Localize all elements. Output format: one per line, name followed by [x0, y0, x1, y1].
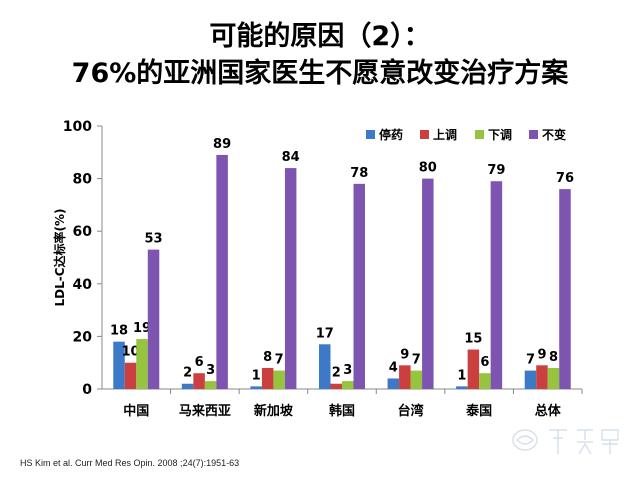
data-label: 1 [457, 368, 466, 383]
x-tick-label: 新加坡 [254, 403, 294, 419]
legend-swatch [475, 130, 484, 139]
y-axis-label: LDL-C达标率(%) [52, 208, 67, 306]
bar [524, 370, 537, 389]
data-label: 8 [549, 350, 558, 365]
data-label: 89 [213, 137, 231, 152]
data-label: 3 [206, 363, 215, 378]
data-label: 15 [464, 332, 482, 347]
x-tick-label: 台湾 [398, 403, 424, 419]
x-tick-label: 泰国 [465, 403, 492, 419]
bar [536, 365, 548, 389]
bar [399, 365, 411, 389]
data-label: 7 [526, 353, 535, 368]
y-tick-label: 0 [82, 382, 92, 398]
bar [342, 381, 354, 389]
y-tick-label: 40 [73, 277, 93, 293]
data-label: 84 [282, 150, 300, 165]
y-tick-label: 60 [73, 224, 93, 240]
bar [479, 373, 491, 389]
bar [547, 367, 560, 389]
x-tick-label: 韩国 [329, 403, 355, 419]
x-tick-label: 马来西亚 [179, 403, 231, 419]
x-tick-label: 中国 [123, 403, 149, 419]
source-citation: HS Kim et al. Curr Med Res Opin. 2008 ;2… [20, 458, 240, 468]
data-label: 78 [350, 166, 368, 181]
bar [422, 178, 434, 389]
legend-label: 停药 [379, 127, 403, 142]
bar [113, 341, 125, 389]
bar [456, 386, 468, 389]
legend-swatch [420, 130, 429, 139]
bar [410, 370, 423, 389]
bar [147, 249, 160, 389]
bar [250, 386, 262, 389]
bar [490, 181, 503, 389]
data-label: 79 [487, 163, 505, 178]
bar [319, 344, 331, 389]
title-line-2: 76%的亚洲国家医生不愿意改变治疗方案 [71, 58, 569, 89]
y-tick-label: 20 [73, 329, 93, 345]
bar [353, 183, 365, 389]
data-label: 2 [332, 366, 341, 381]
data-label: 9 [537, 347, 546, 362]
bar [124, 362, 137, 389]
legend-label: 下调 [488, 128, 512, 142]
legend-label: 上调 [433, 127, 457, 142]
data-label: 9 [400, 347, 409, 362]
data-label: 6 [480, 355, 489, 370]
legend-swatch [366, 130, 375, 139]
y-tick-label: 100 [63, 119, 92, 135]
bar [181, 383, 194, 389]
data-label: 76 [556, 171, 574, 186]
data-label: 1 [252, 368, 261, 383]
bar [204, 381, 217, 389]
legend-label: 不变 [542, 127, 566, 142]
data-label: 19 [133, 321, 151, 336]
bar [273, 370, 285, 389]
x-tick-label: 总体 [535, 403, 562, 419]
data-label: 53 [144, 232, 162, 247]
bar [216, 154, 228, 389]
data-label: 8 [263, 350, 272, 365]
bar [261, 367, 274, 389]
title-line-1: 可能的原因（2）： [209, 21, 431, 52]
bar [284, 168, 297, 389]
data-label: 6 [195, 355, 204, 370]
bar [330, 383, 342, 389]
data-label: 18 [110, 324, 128, 339]
bar [467, 349, 480, 389]
data-label: 3 [343, 363, 352, 378]
bar [193, 373, 205, 389]
bar [559, 189, 571, 389]
data-label: 7 [275, 353, 284, 368]
watermark-logo-icon [512, 429, 619, 455]
data-label: 2 [183, 366, 192, 381]
data-label: 10 [121, 345, 139, 360]
legend-swatch [529, 130, 538, 139]
data-label: 7 [412, 353, 421, 368]
data-label: 4 [389, 360, 398, 375]
bar [387, 378, 400, 389]
bar [136, 339, 148, 389]
y-tick-label: 80 [73, 172, 93, 188]
data-label: 17 [316, 326, 334, 341]
data-label: 80 [419, 161, 437, 176]
